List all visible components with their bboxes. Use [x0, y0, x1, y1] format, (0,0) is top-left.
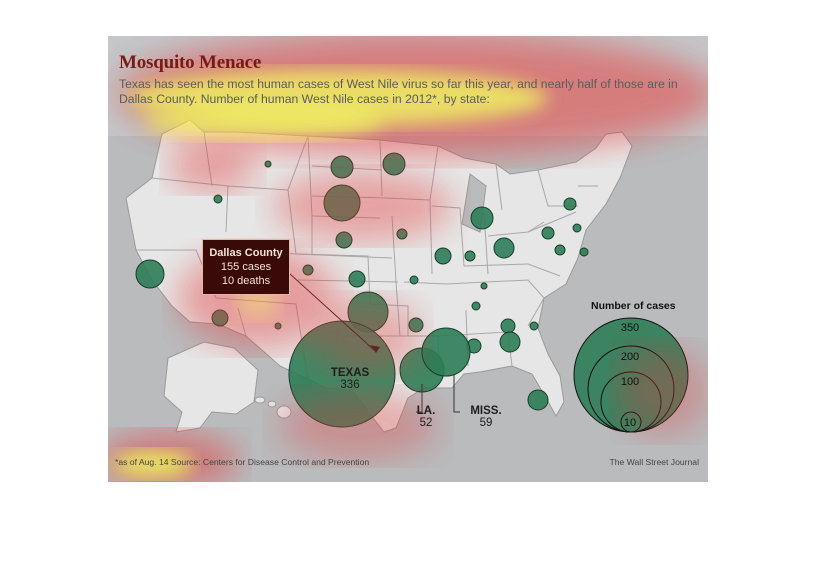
case-bubble — [499, 331, 521, 353]
publisher-credit: The Wall Street Journal — [609, 457, 699, 467]
la-label: LA. 52 — [408, 405, 444, 429]
miss-leader — [453, 374, 460, 413]
legend-label-10: 10 — [623, 417, 637, 429]
case-bubble — [541, 226, 555, 240]
case-bubble — [135, 259, 165, 289]
case-bubble — [464, 250, 476, 262]
callout-county: Dallas County — [209, 247, 283, 259]
case-bubble — [529, 321, 539, 331]
case-bubble — [213, 194, 223, 204]
case-bubble — [554, 244, 566, 256]
case-bubble — [572, 223, 582, 233]
texas-label: TEXAS 336 — [322, 367, 378, 391]
miss-name: MISS. — [470, 405, 502, 417]
heatmap-overlay — [108, 36, 708, 482]
legend-label-350: 350 — [620, 322, 640, 334]
la-name: LA. — [416, 405, 436, 417]
legend-label-200: 200 — [620, 351, 640, 363]
infographic-panel: Mosquito Menace Texas has seen the most … — [108, 36, 708, 482]
case-bubble — [563, 197, 577, 211]
case-bubble — [409, 275, 419, 285]
case-bubble — [579, 247, 589, 257]
case-bubble — [348, 270, 366, 288]
case-bubble — [470, 206, 494, 230]
callout-cases: 155 cases — [220, 261, 272, 273]
chart-title: Mosquito Menace — [119, 52, 262, 73]
case-bubble — [480, 282, 488, 290]
miss-label: MISS. 59 — [462, 405, 510, 429]
us-map — [108, 36, 708, 482]
case-bubble — [471, 301, 481, 311]
case-bubble — [382, 152, 406, 176]
dallas-callout: Dallas County 155 cases 10 deaths — [202, 239, 290, 295]
texas-name: TEXAS — [330, 367, 370, 379]
callout-deaths: 10 deaths — [221, 275, 271, 287]
case-bubble — [527, 389, 549, 411]
miss-value: 59 — [479, 417, 493, 429]
legend-label-100: 100 — [620, 376, 640, 388]
case-bubble — [421, 327, 471, 377]
la-value: 52 — [419, 417, 433, 429]
legend-title: Number of cases — [591, 300, 676, 312]
case-bubble — [500, 318, 516, 334]
case-bubble — [434, 247, 452, 265]
chart-subtitle: Texas has seen the most human cases of W… — [119, 77, 678, 106]
texas-value: 336 — [340, 379, 360, 391]
alaska — [163, 341, 259, 433]
case-bubble — [264, 160, 272, 168]
source-footnote: *as of Aug. 14 Source: Centers for Disea… — [115, 457, 370, 467]
case-bubble — [493, 237, 515, 259]
